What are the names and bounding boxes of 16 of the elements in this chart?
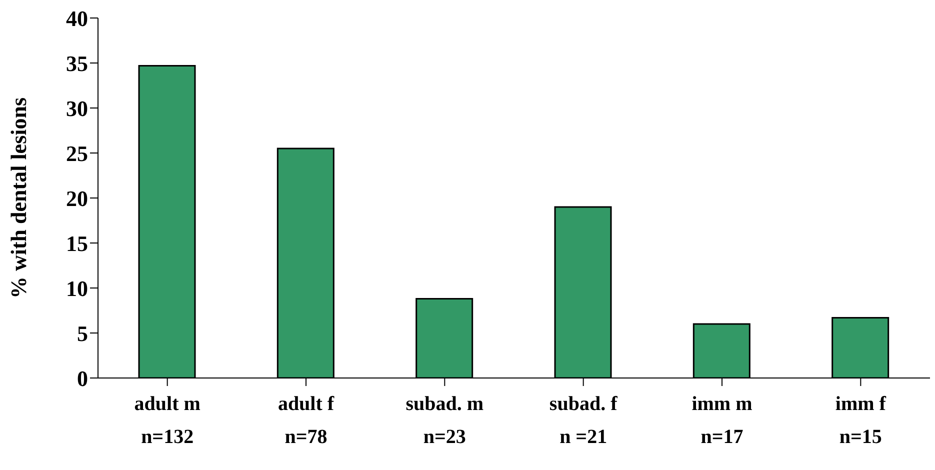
x-tick-label: imm f n=15 [835, 393, 886, 448]
x-tick-label: imm m n=17 [692, 393, 753, 448]
y-tick-label: 20 [66, 186, 88, 211]
x-tick-label: adult f n=78 [278, 393, 334, 448]
y-tick-label: 25 [66, 140, 88, 166]
y-axis-title: % with dental lesions [6, 97, 31, 299]
y-tick-label: 10 [66, 276, 88, 301]
y-tick-label: 40 [66, 6, 88, 31]
x-tick-label: subad. f n =21 [549, 393, 618, 448]
y-tick-label: 15 [66, 230, 88, 256]
x-tick-label: subad. m n=23 [406, 393, 484, 448]
y-tick-label: 35 [66, 50, 88, 76]
y-tick-label: 0 [77, 366, 88, 391]
y-tick-label: 5 [77, 320, 88, 346]
x-tick-label: adult m n=132 [134, 393, 201, 448]
y-tick-label: 30 [66, 96, 88, 121]
